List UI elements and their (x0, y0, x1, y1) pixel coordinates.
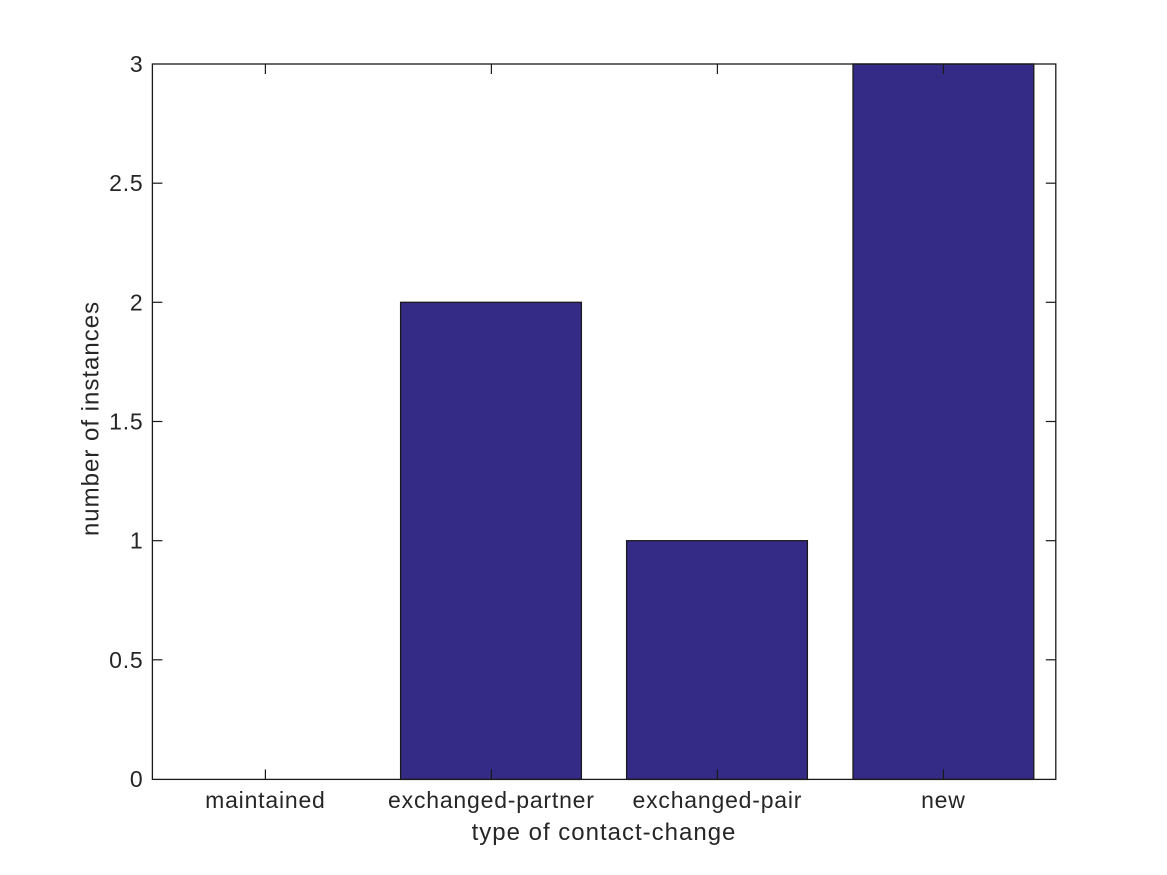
svg-text:0.5: 0.5 (109, 647, 143, 673)
svg-text:2: 2 (130, 289, 144, 315)
svg-text:exchanged-partner: exchanged-partner (388, 787, 595, 813)
svg-text:number of instances: number of instances (77, 301, 104, 536)
svg-text:maintained: maintained (205, 787, 326, 813)
svg-text:3: 3 (130, 51, 144, 77)
svg-text:1: 1 (130, 528, 144, 554)
svg-text:type of contact-change: type of contact-change (472, 819, 737, 846)
svg-text:new: new (921, 787, 966, 813)
svg-text:0: 0 (130, 766, 144, 792)
svg-text:2.5: 2.5 (109, 170, 143, 196)
svg-text:1.5: 1.5 (109, 409, 143, 435)
svg-text:exchanged-pair: exchanged-pair (633, 787, 803, 813)
